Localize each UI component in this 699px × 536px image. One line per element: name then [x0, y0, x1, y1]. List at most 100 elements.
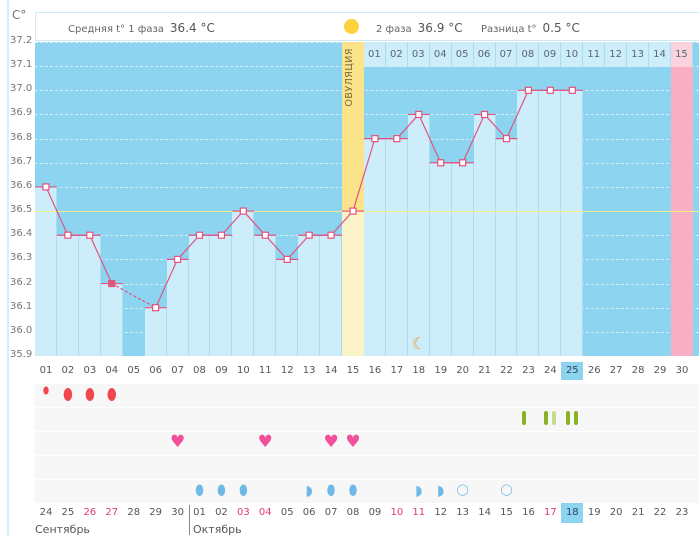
temperature-point[interactable]: [480, 110, 489, 119]
discharge-drop-icon[interactable]: ⬮: [348, 483, 358, 499]
cycle-day-label[interactable]: 01: [39, 365, 53, 376]
discharge-drop-icon[interactable]: ◯: [500, 483, 513, 496]
cycle-day-label[interactable]: 13: [302, 365, 316, 376]
calendar-date-label[interactable]: 21: [631, 507, 645, 518]
calendar-date-label[interactable]: 04: [258, 507, 272, 518]
calendar-date-label[interactable]: 28: [127, 507, 141, 518]
cycle-day-label[interactable]: 23: [522, 365, 535, 376]
calendar-date-label[interactable]: 23: [675, 507, 689, 518]
temperature-point[interactable]: [415, 110, 423, 119]
cycle-day-label[interactable]: 16: [368, 365, 382, 376]
temperature-point[interactable]: [152, 304, 160, 312]
cycle-day-label[interactable]: 12: [280, 365, 294, 376]
cycle-day-label[interactable]: 21: [478, 365, 491, 376]
cycle-day-label[interactable]: 06: [149, 365, 162, 376]
cycle-day-label[interactable]: 27: [609, 365, 623, 376]
temperature-point[interactable]: [42, 183, 50, 191]
calendar-date-label[interactable]: 18: [561, 503, 584, 523]
discharge-drop-icon[interactable]: ⬮: [326, 483, 336, 499]
cycle-day-label[interactable]: 19: [434, 365, 448, 376]
heart-icon[interactable]: ♥: [345, 432, 361, 452]
cycle-day-label[interactable]: 15: [346, 365, 360, 376]
cycle-day-label[interactable]: 03: [83, 365, 97, 376]
temperature-point[interactable]: [437, 159, 445, 167]
calendar-date-label[interactable]: 19: [587, 507, 601, 518]
cycle-day-label[interactable]: 05: [127, 365, 141, 376]
ovulation-test-icon[interactable]: [544, 411, 549, 425]
calendar-date-label[interactable]: 05: [280, 507, 294, 518]
ovulation-test-icon[interactable]: [522, 411, 527, 425]
temperature-point[interactable]: [217, 231, 226, 239]
cycle-day-label[interactable]: 22: [500, 365, 513, 376]
temperature-point[interactable]: [283, 255, 291, 263]
discharge-drop-icon[interactable]: ⬮: [217, 483, 226, 499]
blood-drop-icon[interactable]: ⬮: [106, 385, 117, 404]
calendar-date-label[interactable]: 12: [434, 507, 448, 518]
cycle-day-label[interactable]: 14: [324, 365, 338, 376]
calendar-date-label[interactable]: 17: [544, 507, 557, 518]
cycle-day-label[interactable]: 28: [631, 365, 645, 376]
discharge-drop-icon[interactable]: ◯: [456, 483, 469, 496]
ovulation-test-icon[interactable]: [566, 411, 571, 425]
cycle-day-label[interactable]: 18: [412, 365, 426, 376]
temperature-point[interactable]: [195, 231, 204, 239]
discharge-drop-icon[interactable]: ◗: [415, 483, 423, 499]
calendar-date-label[interactable]: 08: [346, 507, 360, 518]
heart-icon[interactable]: ♥: [169, 432, 186, 452]
cycle-day-label[interactable]: 25: [561, 362, 584, 380]
temperature-point[interactable]: [327, 231, 335, 239]
cycle-day-label[interactable]: 04: [105, 365, 119, 376]
cycle-day-label[interactable]: 02: [61, 365, 75, 376]
ovulation-test-icon[interactable]: [574, 411, 579, 425]
calendar-date-label[interactable]: 20: [609, 507, 623, 518]
calendar-date-label[interactable]: 22: [653, 507, 667, 518]
calendar-date-label[interactable]: 14: [478, 507, 491, 518]
ovulation-test-icon[interactable]: [552, 411, 557, 425]
cycle-day-label[interactable]: 08: [193, 365, 206, 376]
cycle-day-label[interactable]: 17: [390, 365, 404, 376]
calendar-date-label[interactable]: 06: [302, 507, 316, 518]
temperature-point[interactable]: [261, 231, 269, 239]
calendar-date-label[interactable]: 26: [83, 507, 97, 518]
discharge-drop-icon[interactable]: ◗: [437, 483, 445, 499]
calendar-date-label[interactable]: 03: [236, 507, 250, 518]
temperature-point[interactable]: [108, 279, 116, 288]
temperature-point[interactable]: [173, 255, 182, 263]
heart-icon[interactable]: ♥: [257, 432, 273, 452]
calendar-date-label[interactable]: 02: [215, 507, 228, 518]
cycle-day-label[interactable]: 26: [587, 365, 601, 376]
calendar-date-label[interactable]: 07: [324, 507, 338, 518]
cycle-day-label[interactable]: 11: [258, 365, 272, 376]
blood-drop-icon[interactable]: ⬮: [62, 385, 73, 404]
temperature-point[interactable]: [371, 135, 379, 143]
calendar-date-label[interactable]: 16: [522, 507, 535, 518]
temperature-point[interactable]: [239, 207, 247, 215]
temperature-point[interactable]: [393, 135, 401, 143]
blood-drop-icon[interactable]: ⬮: [84, 385, 95, 404]
calendar-date-label[interactable]: 01: [193, 507, 206, 518]
cycle-day-label[interactable]: 30: [675, 365, 689, 376]
temperature-point[interactable]: [349, 207, 357, 215]
temperature-point[interactable]: [524, 86, 533, 94]
calendar-date-label[interactable]: 15: [500, 507, 513, 518]
cycle-day-label[interactable]: 29: [653, 365, 667, 376]
temperature-point[interactable]: [546, 86, 554, 94]
calendar-date-label[interactable]: 24: [39, 507, 53, 518]
temperature-point[interactable]: [64, 231, 72, 239]
temperature-point[interactable]: [502, 135, 511, 143]
temperature-point[interactable]: [305, 231, 313, 239]
calendar-date-label[interactable]: 30: [171, 507, 184, 518]
discharge-drop-icon[interactable]: ◗: [305, 483, 313, 499]
calendar-date-label[interactable]: 09: [368, 507, 382, 518]
discharge-drop-icon[interactable]: ⬮: [238, 483, 248, 499]
discharge-drop-icon[interactable]: ⬮: [195, 483, 204, 499]
temperature-point[interactable]: [86, 231, 94, 239]
calendar-date-label[interactable]: 25: [61, 507, 75, 518]
calendar-date-label[interactable]: 29: [149, 507, 162, 518]
cycle-day-label[interactable]: 10: [236, 365, 250, 376]
calendar-date-label[interactable]: 10: [390, 507, 404, 518]
temperature-point[interactable]: [459, 159, 467, 167]
cycle-day-label[interactable]: 24: [544, 365, 557, 376]
calendar-date-label[interactable]: 27: [105, 507, 119, 518]
cycle-day-label[interactable]: 07: [171, 365, 184, 376]
